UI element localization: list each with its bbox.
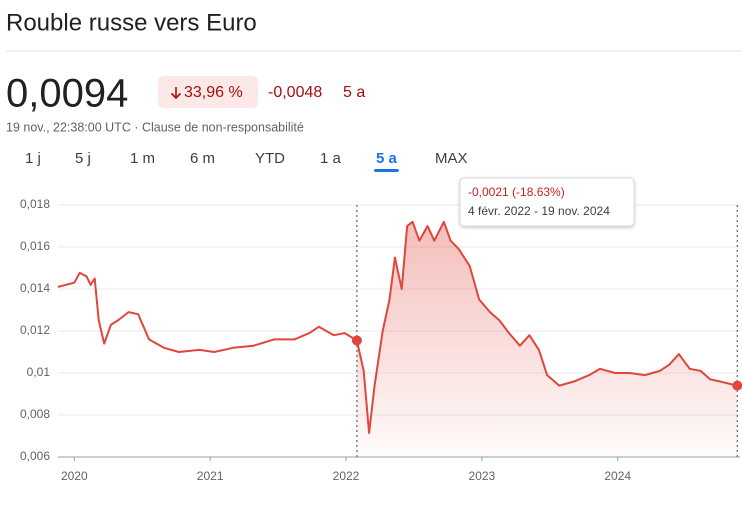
x-tick-label: 2020 xyxy=(61,469,88,483)
x-tick-label: 2023 xyxy=(469,469,496,483)
range-tab[interactable]: 1 a xyxy=(320,150,342,167)
range-tab[interactable]: YTD xyxy=(255,150,285,167)
range-tab[interactable]: MAX xyxy=(435,150,468,167)
title: Rouble russe vers Euro xyxy=(6,9,257,36)
active-tab-underline xyxy=(374,169,399,172)
range-tab[interactable]: 6 m xyxy=(190,150,215,167)
tooltip xyxy=(459,177,635,227)
y-tick-label: 0,01 xyxy=(27,365,51,379)
range-tab[interactable]: 1 j xyxy=(25,150,41,167)
range-tabs: 1 j 5 j 1 m 6 m YTD 1 a 5 a MAX xyxy=(25,150,468,172)
y-tick-label: 0,006 xyxy=(20,449,50,463)
y-tick-label: 0,018 xyxy=(20,197,50,211)
x-tick-label: 2021 xyxy=(197,469,224,483)
change-badge xyxy=(158,76,258,108)
selection-dot xyxy=(732,380,742,391)
price-line xyxy=(57,220,738,435)
price: 0,0094 xyxy=(6,72,128,116)
chart: 0,006 0,008 0,01 0,012 0,014 0,016 0,018 2020 20… xyxy=(20,197,742,483)
tooltip-range: 4 févr. 2022 - 19 nov. 2024 xyxy=(468,204,610,218)
range-tab[interactable]: 5 a xyxy=(376,150,398,167)
x-tick-label: 2022 xyxy=(333,469,360,483)
range-tab[interactable]: 1 m xyxy=(130,150,155,167)
y-tick-label: 0,012 xyxy=(20,323,50,337)
y-tick-label: 0,008 xyxy=(20,407,50,421)
y-tick-label: 0,016 xyxy=(20,239,50,253)
tooltip-box xyxy=(459,177,635,227)
selection-area xyxy=(356,221,738,457)
down-arrow xyxy=(170,87,182,100)
x-tick-label: 2024 xyxy=(604,469,631,483)
range-tab[interactable]: 5 j xyxy=(75,150,91,167)
timestamp: 19 nov., 22:38:00 UTC · Clause de non-re… xyxy=(6,120,304,134)
change-period: 5 a xyxy=(343,84,365,101)
tooltip-change: -0,0021 (-18.63%) xyxy=(468,185,565,199)
change-percent: 33,96 % xyxy=(184,84,243,101)
selection-dot xyxy=(351,335,362,346)
change-absolute: -0,0048 xyxy=(268,84,322,101)
y-tick-label: 0,014 xyxy=(20,281,50,295)
